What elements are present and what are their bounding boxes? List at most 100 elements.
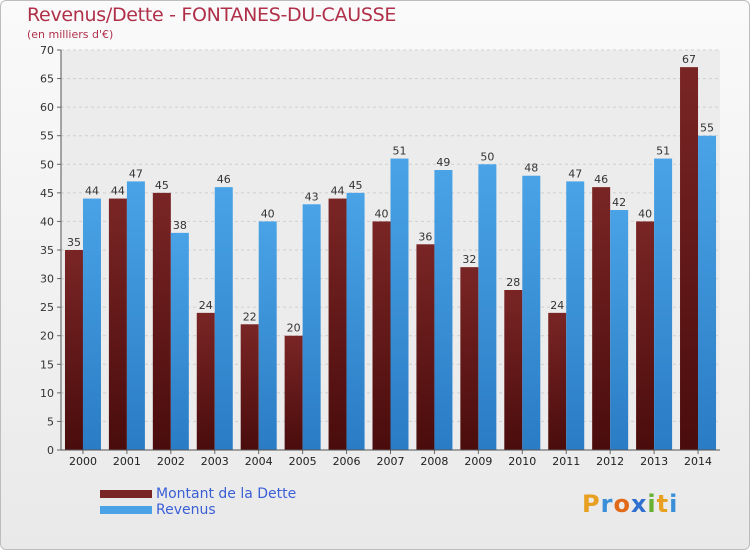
y-tick-label: 40 — [40, 215, 54, 228]
data-label-revenus: 47 — [129, 167, 143, 180]
y-tick-label: 15 — [40, 358, 54, 371]
y-tick-label: 45 — [40, 187, 54, 200]
bar-revenus — [434, 170, 453, 450]
y-tick-label: 0 — [47, 444, 54, 457]
logo-letter: i — [669, 490, 679, 518]
data-label-revenus: 50 — [480, 150, 494, 163]
bar-dette — [592, 187, 611, 450]
data-label-dette: 67 — [682, 53, 696, 66]
x-tick-label: 2005 — [289, 455, 317, 468]
x-tick-label: 2008 — [420, 455, 448, 468]
x-tick-label: 2002 — [157, 455, 185, 468]
data-label-dette: 46 — [594, 173, 608, 186]
bar-dette — [460, 267, 479, 450]
bar-dette — [504, 290, 523, 450]
bar-revenus — [390, 158, 409, 451]
bar-dette — [152, 192, 171, 450]
data-label-revenus: 51 — [393, 145, 407, 158]
bar-revenus — [522, 175, 541, 450]
bar-dette — [372, 221, 391, 450]
bar-revenus — [566, 181, 585, 450]
bar-dette — [680, 67, 699, 451]
legend-label-revenus: Revenus — [156, 502, 216, 518]
data-label-dette: 32 — [462, 253, 476, 266]
logo-letter: x — [630, 490, 648, 518]
data-label-dette: 40 — [638, 207, 652, 220]
bar-dette — [108, 198, 127, 450]
bar-revenus — [654, 158, 673, 451]
bar-dette — [240, 324, 259, 450]
y-tick-label: 30 — [40, 273, 54, 286]
x-tick-label: 2000 — [69, 455, 97, 468]
logo-letter: t — [656, 490, 670, 518]
x-tick-label: 2013 — [640, 455, 668, 468]
y-tick-label: 70 — [40, 44, 54, 57]
bars — [64, 67, 717, 451]
data-label-dette: 24 — [550, 299, 564, 312]
data-label-dette: 20 — [287, 322, 301, 335]
data-label-revenus: 42 — [612, 196, 626, 209]
y-tick-label: 25 — [40, 301, 54, 314]
bar-revenus — [214, 187, 233, 450]
bar-dette — [64, 250, 83, 450]
bar-revenus — [478, 164, 497, 451]
data-label-dette: 45 — [155, 179, 169, 192]
data-label-dette: 22 — [243, 310, 257, 323]
data-label-dette: 44 — [331, 185, 345, 198]
data-label-dette: 35 — [67, 236, 81, 249]
bar-revenus — [82, 198, 101, 450]
y-tick-label: 60 — [40, 101, 54, 114]
data-label-revenus: 49 — [436, 156, 450, 169]
y-tick-label: 20 — [40, 330, 54, 343]
axes: 0 5 10 15 20 25 30 35 40 45 50 55 60 65 70 2000 2001 2002… — [40, 44, 720, 468]
y-tick-label: 50 — [40, 158, 54, 171]
data-label-revenus: 46 — [217, 173, 231, 186]
bar-revenus — [170, 232, 189, 450]
data-label-revenus: 55 — [700, 122, 714, 135]
bar-revenus — [346, 192, 365, 450]
y-tick-label: 55 — [40, 130, 54, 143]
y-tick-label: 65 — [40, 73, 54, 86]
bar-revenus — [126, 181, 145, 450]
bar-dette — [548, 312, 567, 450]
logo-letter: P — [582, 490, 601, 518]
legend-swatch-dette — [100, 490, 152, 498]
data-label-dette: 36 — [418, 230, 432, 243]
data-label-revenus: 40 — [261, 207, 275, 220]
x-tick-label: 2014 — [684, 455, 712, 468]
legend-label-dette: Montant de la Dette — [156, 486, 297, 502]
x-tick-label: 2001 — [113, 455, 141, 468]
bar-revenus — [610, 210, 629, 450]
bar-revenus — [258, 221, 277, 450]
data-labels: 35 44 44 47 45 38 24 46 22 40 20 43 44 45 40 51 36 49 32 50… — [67, 53, 714, 335]
y-tick-label: 35 — [40, 244, 54, 257]
data-label-revenus: 45 — [349, 179, 363, 192]
x-tick-label: 2009 — [464, 455, 492, 468]
data-label-revenus: 51 — [656, 145, 670, 158]
chart-title: Revenus/Dette - FONTANES-DU-CAUSSE — [27, 4, 397, 26]
data-label-dette: 44 — [111, 185, 125, 198]
chart-subtitle: (en milliers d'€) — [27, 28, 114, 41]
data-label-revenus: 44 — [85, 185, 99, 198]
data-label-revenus: 48 — [524, 162, 538, 175]
x-tick-label: 2007 — [377, 455, 405, 468]
bar-dette — [636, 221, 655, 450]
data-label-dette: 24 — [199, 299, 213, 312]
logo-letter: r — [600, 490, 614, 518]
data-label-revenus: 43 — [305, 190, 319, 203]
x-tick-label: 2004 — [245, 455, 273, 468]
bar-revenus — [698, 135, 717, 450]
logo-letter: o — [613, 490, 631, 518]
x-tick-label: 2012 — [596, 455, 624, 468]
logo-letter: i — [647, 490, 657, 518]
proxiti-logo: Proxiti — [582, 490, 678, 518]
x-tick-label: 2011 — [552, 455, 580, 468]
y-tick-label: 10 — [40, 387, 54, 400]
bar-revenus — [302, 204, 321, 450]
bar-dette — [328, 198, 347, 450]
data-label-revenus: 38 — [173, 219, 187, 232]
data-label-dette: 40 — [375, 207, 389, 220]
bar-dette — [196, 312, 215, 450]
legend-swatch-revenus — [100, 506, 152, 514]
